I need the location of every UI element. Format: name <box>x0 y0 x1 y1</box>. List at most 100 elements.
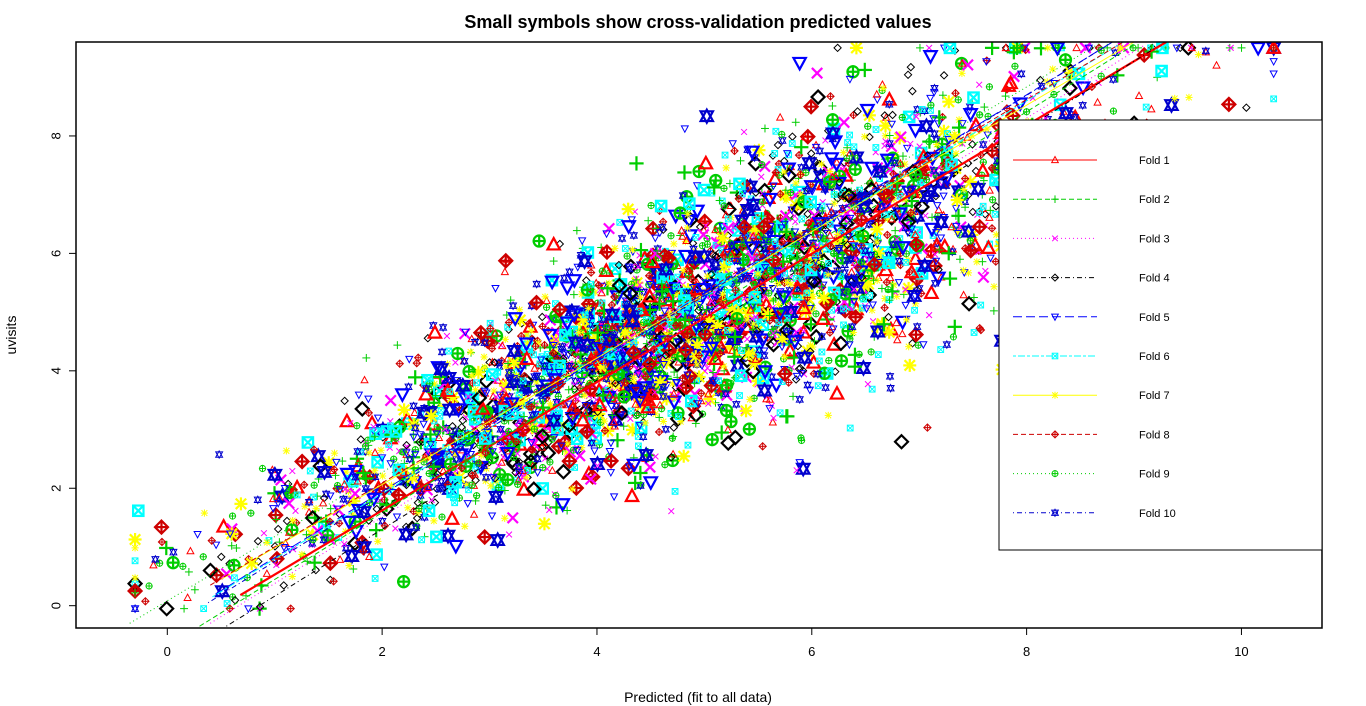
data-point <box>1017 69 1026 79</box>
data-point <box>294 453 311 470</box>
data-point <box>810 88 827 106</box>
data-point <box>788 364 795 371</box>
data-point <box>485 368 499 381</box>
data-point <box>621 202 635 216</box>
data-point <box>976 325 986 335</box>
data-point <box>742 422 757 436</box>
data-point <box>647 201 655 210</box>
data-point <box>629 230 639 241</box>
data-point <box>200 605 208 613</box>
data-point <box>549 257 558 266</box>
data-point <box>719 403 734 418</box>
data-point <box>1134 91 1144 99</box>
data-point <box>414 508 422 517</box>
data-point <box>577 237 587 246</box>
data-point <box>307 555 322 570</box>
data-point <box>364 395 373 404</box>
data-point <box>893 335 902 344</box>
x-tick-label: 2 <box>379 644 386 659</box>
data-point <box>978 139 988 150</box>
data-point <box>611 244 619 253</box>
data-point <box>976 111 984 119</box>
data-point <box>780 168 788 176</box>
legend-label: Fold 4 <box>1139 273 1170 285</box>
data-point <box>739 404 753 418</box>
data-point <box>480 353 488 361</box>
data-point <box>870 222 884 236</box>
data-point <box>444 510 461 525</box>
data-point <box>469 509 479 518</box>
data-point <box>166 556 180 570</box>
data-point <box>866 292 874 299</box>
legend-label: Fold 10 <box>1139 508 1176 520</box>
data-point <box>788 140 796 147</box>
data-point <box>193 531 202 539</box>
data-point <box>410 423 420 433</box>
data-point <box>253 536 263 546</box>
data-point <box>838 166 855 182</box>
data-point <box>855 359 872 377</box>
data-point <box>923 423 932 432</box>
data-point <box>985 185 994 194</box>
data-point <box>765 405 774 414</box>
data-point <box>568 485 576 493</box>
data-point <box>338 457 347 466</box>
data-point <box>913 113 920 120</box>
data-point <box>603 222 616 235</box>
data-point <box>780 409 795 424</box>
data-point <box>437 347 447 357</box>
data-point <box>397 575 411 589</box>
data-point <box>959 290 968 299</box>
data-point <box>772 127 780 135</box>
data-point <box>848 162 862 176</box>
data-point <box>826 335 843 351</box>
data-point <box>736 156 745 165</box>
data-point <box>617 390 631 404</box>
data-point <box>806 149 816 158</box>
y-tick-label: 6 <box>49 250 64 257</box>
data-point <box>618 326 632 340</box>
data-point <box>916 257 933 275</box>
data-point <box>537 517 551 531</box>
data-point <box>736 392 743 399</box>
data-point <box>1049 65 1057 73</box>
data-point <box>566 274 583 289</box>
data-point <box>908 86 917 96</box>
data-point <box>548 466 557 474</box>
data-point <box>627 407 635 415</box>
data-point <box>908 338 917 348</box>
data-point <box>942 95 956 109</box>
data-point <box>725 179 734 188</box>
data-point <box>670 240 678 248</box>
data-point <box>970 329 978 336</box>
data-point <box>468 372 476 380</box>
data-point <box>489 531 506 549</box>
data-point <box>758 442 767 451</box>
data-point <box>803 98 820 115</box>
data-point <box>977 271 990 284</box>
data-point <box>306 467 314 475</box>
data-point <box>720 184 728 193</box>
data-point <box>824 271 832 279</box>
data-point <box>791 375 801 384</box>
x-tick-label: 0 <box>164 644 171 659</box>
data-point <box>353 422 361 430</box>
data-point <box>912 321 922 332</box>
data-point <box>907 326 925 343</box>
data-point <box>422 504 436 518</box>
data-point <box>817 160 826 168</box>
data-point <box>430 517 438 525</box>
legend-label: Fold 7 <box>1139 390 1170 402</box>
data-point <box>989 196 997 204</box>
chart-title: Small symbols show cross-validation pred… <box>464 12 931 32</box>
data-point <box>325 575 335 585</box>
data-point <box>443 332 451 340</box>
data-point <box>832 335 849 352</box>
data-point <box>145 582 153 590</box>
data-point <box>436 412 444 420</box>
data-point <box>771 150 779 157</box>
data-point <box>447 539 464 555</box>
data-point <box>838 116 851 129</box>
data-point <box>1269 58 1278 66</box>
